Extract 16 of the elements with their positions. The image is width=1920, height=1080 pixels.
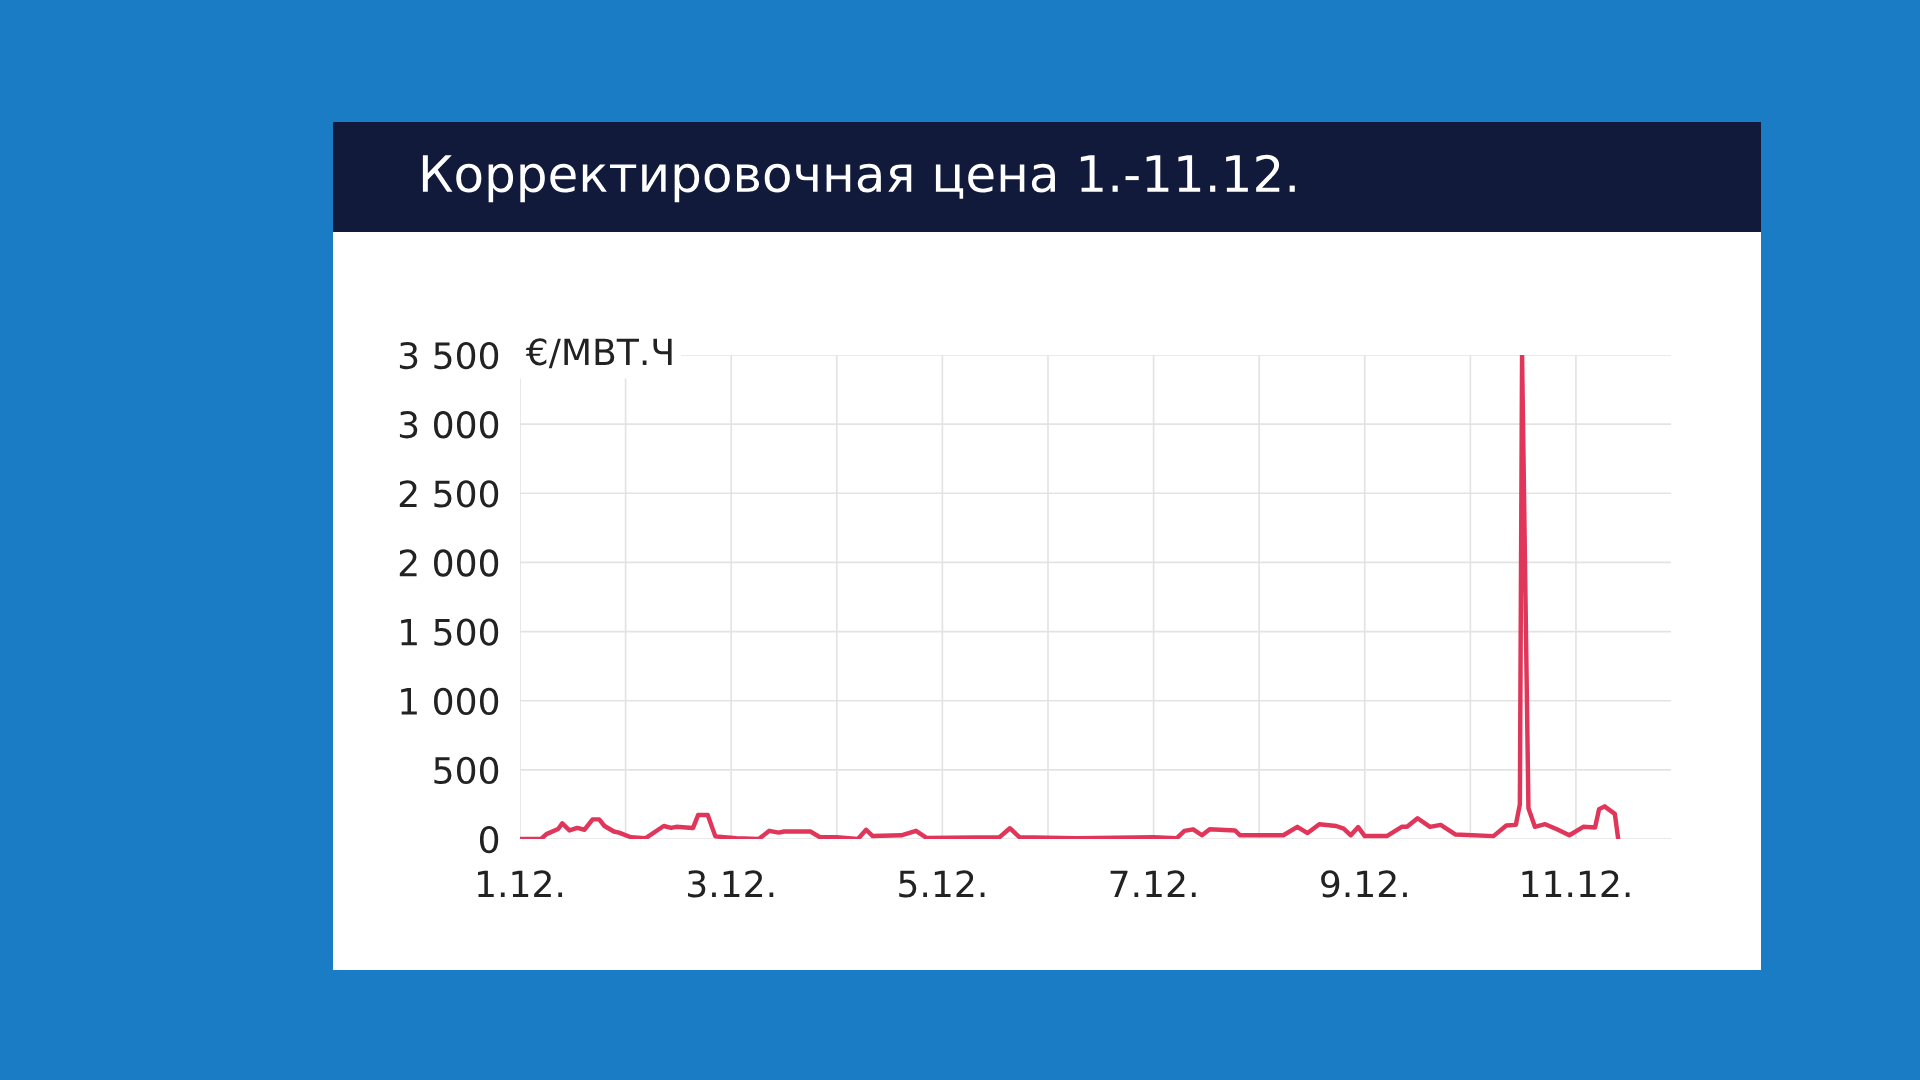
y-tick-label: 1 500 [401,618,499,646]
x-tick-label: 7.12. [1110,870,1196,897]
x-tick-label: 1.12. [478,870,563,897]
y-tick-label: 3 500 [399,341,499,370]
x-tick-label: 3.12. [688,870,774,898]
y-tick-label: 0 [479,825,499,854]
y-tick-label: 2 500 [399,480,499,508]
x-tick-label: 5.12. [899,870,985,898]
y-tick-label: 2 000 [399,549,499,577]
chart-title: Корректировочная цена 1.-11.12. [422,154,1295,203]
y-tick-label: 3 000 [399,411,499,439]
y-tick-label: 1 000 [401,687,499,715]
y-axis-title: €/МВТ.Ч [525,338,672,369]
y-tick-label: 500 [434,756,499,785]
x-tick-label: 9.12. [1321,870,1407,898]
x-tick-label: 11.12. [1522,870,1630,897]
